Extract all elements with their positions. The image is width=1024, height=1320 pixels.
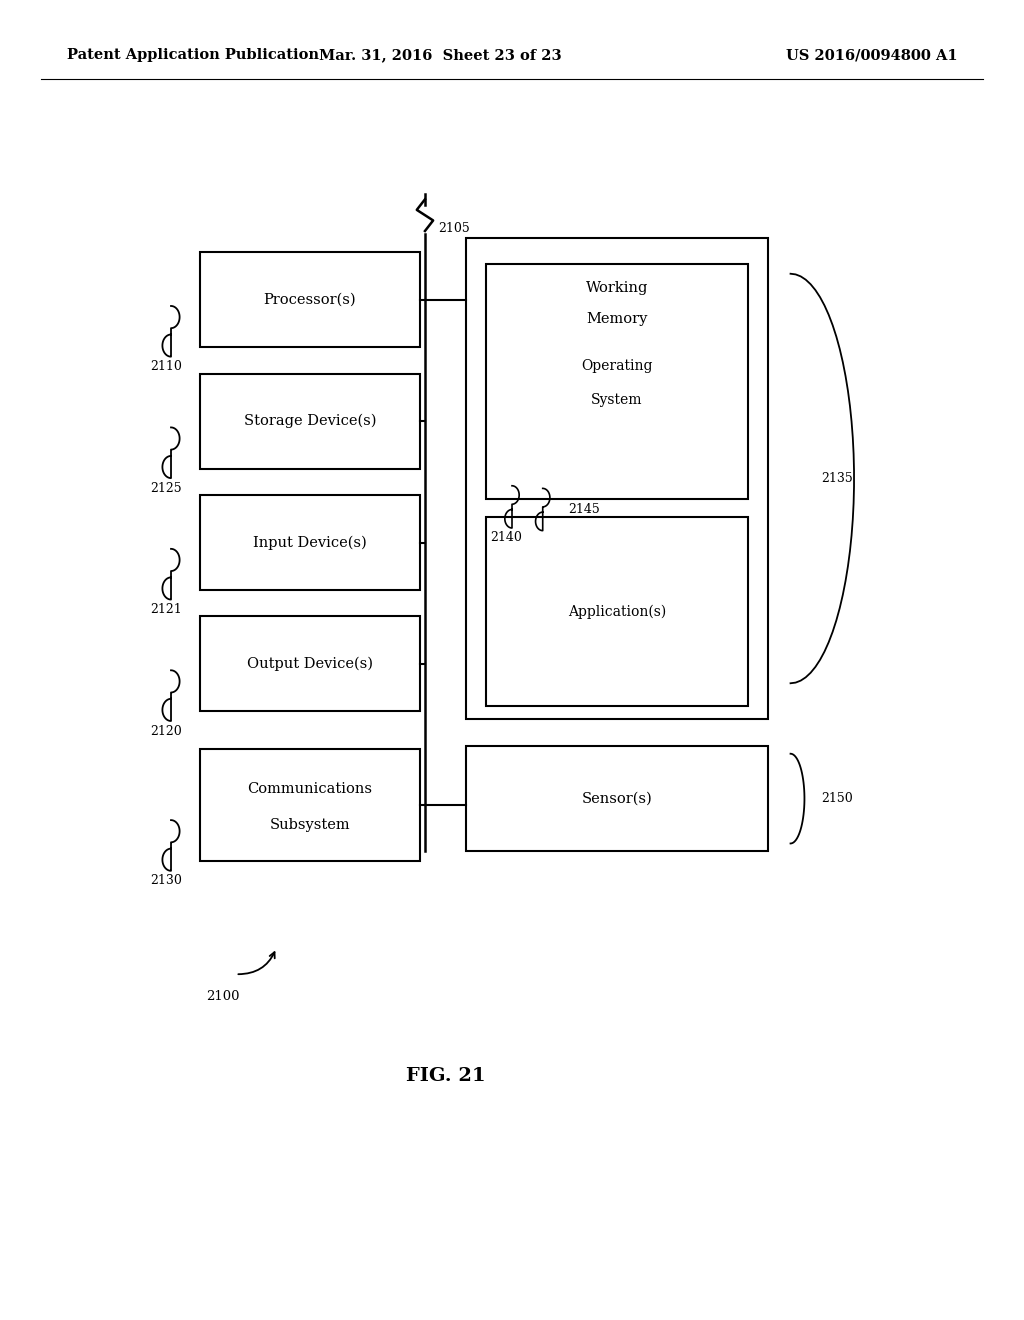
Bar	[200, 750, 420, 861]
Text: 2130: 2130	[150, 874, 182, 887]
Text: Storage Device(s): Storage Device(s)	[244, 414, 376, 428]
Bar	[466, 238, 768, 719]
Bar	[466, 746, 768, 851]
Text: 2121: 2121	[150, 603, 182, 616]
Text: 2100: 2100	[207, 990, 240, 1003]
Text: Sensor(s): Sensor(s)	[582, 792, 652, 805]
Text: Operating: Operating	[582, 359, 652, 372]
Text: Mar. 31, 2016  Sheet 23 of 23: Mar. 31, 2016 Sheet 23 of 23	[319, 49, 561, 62]
Text: Processor(s): Processor(s)	[263, 293, 356, 306]
Text: Output Device(s): Output Device(s)	[247, 657, 373, 671]
Bar	[486, 517, 748, 706]
Text: Application(s): Application(s)	[568, 605, 666, 619]
Text: Subsystem: Subsystem	[269, 818, 350, 832]
Bar	[200, 252, 420, 347]
Text: FIG. 21: FIG. 21	[406, 1067, 485, 1085]
Text: 2120: 2120	[150, 725, 182, 738]
Bar	[200, 616, 420, 711]
Text: 2145: 2145	[568, 503, 600, 516]
Text: Working: Working	[586, 281, 648, 294]
Text: System: System	[591, 393, 643, 407]
Bar	[486, 264, 748, 499]
Bar	[200, 374, 420, 469]
Text: Patent Application Publication: Patent Application Publication	[67, 49, 318, 62]
Text: 2110: 2110	[150, 360, 182, 374]
Text: 2125: 2125	[151, 482, 181, 495]
Text: Communications: Communications	[247, 783, 373, 796]
Text: Input Device(s): Input Device(s)	[253, 536, 367, 549]
Text: US 2016/0094800 A1: US 2016/0094800 A1	[785, 49, 957, 62]
Text: 2105: 2105	[438, 222, 470, 235]
Text: 2140: 2140	[489, 531, 522, 544]
FancyArrowPatch shape	[239, 952, 274, 974]
Text: Memory: Memory	[587, 313, 647, 326]
Text: 2150: 2150	[821, 792, 853, 805]
Bar	[200, 495, 420, 590]
Text: 2135: 2135	[821, 473, 853, 484]
